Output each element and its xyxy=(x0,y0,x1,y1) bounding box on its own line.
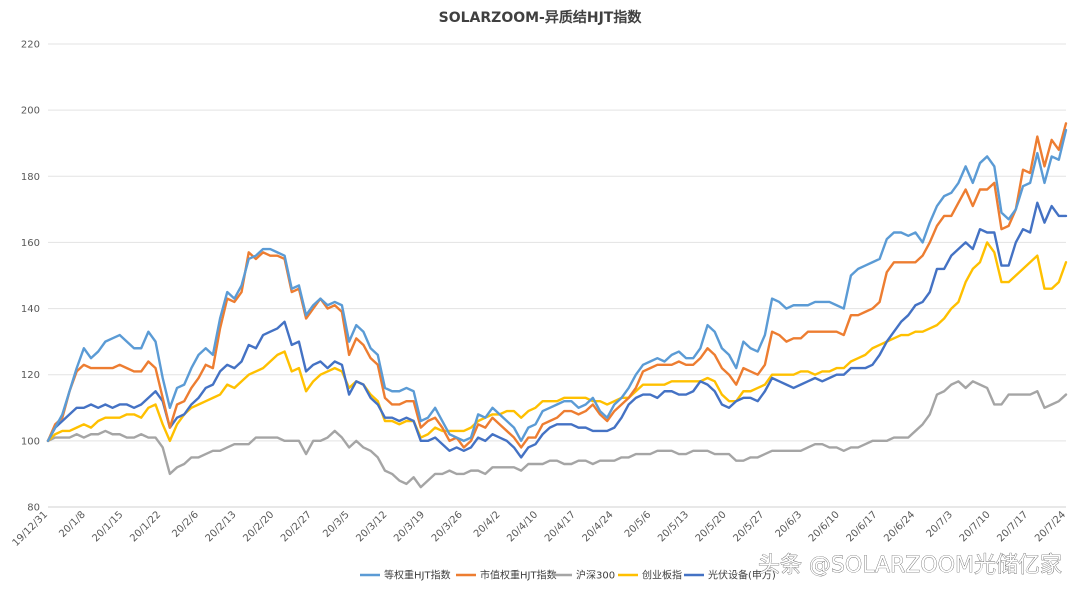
legend-label: 市值权重HJT指数 xyxy=(480,569,557,582)
y-tick-label: 220 xyxy=(21,40,40,51)
series-line-2 xyxy=(46,380,1068,489)
legend-label: 光伏设备(申万) xyxy=(708,569,776,582)
legend: 等权重HJT指数 市值权重HJT指数 沪深300 创业板指 光伏设备(申万) xyxy=(360,569,776,582)
series-line-4 xyxy=(46,201,1068,459)
y-tick-label: 160 xyxy=(21,238,40,249)
series-lines xyxy=(46,122,1068,489)
y-tick-label: 120 xyxy=(21,370,40,381)
y-tick-label: 180 xyxy=(21,172,40,183)
series-line-3 xyxy=(46,241,1068,443)
y-tick-label: 100 xyxy=(21,436,40,447)
series-line-0 xyxy=(46,128,1068,443)
watermark-text: 头条 @SOLARZOOM光储亿家 xyxy=(758,553,1062,578)
y-tick-label: 80 xyxy=(27,503,40,514)
series-line-1 xyxy=(46,122,1068,449)
chart-title: SOLARZOOM-异质结HJT指数 xyxy=(439,9,643,26)
y-tick-label: 140 xyxy=(21,304,40,315)
legend-label: 创业板指 xyxy=(642,569,682,582)
y-axis-ticks: 80 100 120 140 160 180 200 220 xyxy=(21,40,40,514)
legend-label: 沪深300 xyxy=(576,569,615,582)
legend-label: 等权重HJT指数 xyxy=(384,569,451,582)
y-tick-label: 200 xyxy=(21,106,40,117)
